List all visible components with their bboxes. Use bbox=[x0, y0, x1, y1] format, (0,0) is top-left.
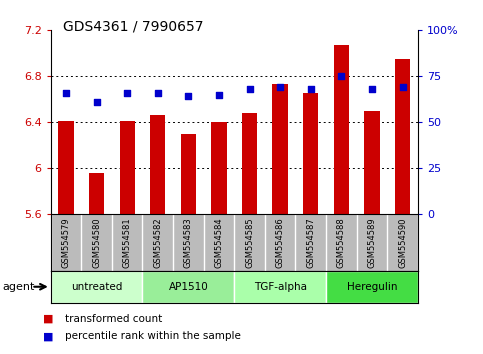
Bar bbox=[150, 115, 166, 214]
Point bbox=[338, 73, 345, 79]
Bar bbox=[334, 45, 349, 214]
Bar bbox=[58, 121, 74, 214]
Text: GSM554588: GSM554588 bbox=[337, 217, 346, 268]
Text: percentile rank within the sample: percentile rank within the sample bbox=[65, 331, 241, 341]
Text: GSM554586: GSM554586 bbox=[276, 217, 284, 268]
Text: GSM554581: GSM554581 bbox=[123, 217, 132, 268]
Point bbox=[154, 90, 162, 96]
Point bbox=[215, 92, 223, 97]
Point bbox=[123, 90, 131, 96]
Bar bbox=[364, 110, 380, 214]
Bar bbox=[120, 121, 135, 214]
Bar bbox=[242, 113, 257, 214]
Point bbox=[398, 84, 406, 90]
Text: GSM554582: GSM554582 bbox=[153, 217, 162, 268]
Text: GSM554585: GSM554585 bbox=[245, 217, 254, 268]
Bar bbox=[212, 122, 227, 214]
Text: AP1510: AP1510 bbox=[169, 282, 208, 292]
Point bbox=[307, 86, 314, 92]
Bar bbox=[89, 173, 104, 214]
Point bbox=[62, 90, 70, 96]
Text: ■: ■ bbox=[43, 314, 54, 324]
Text: GDS4361 / 7990657: GDS4361 / 7990657 bbox=[63, 19, 203, 34]
Point bbox=[93, 99, 100, 105]
Text: ■: ■ bbox=[43, 331, 54, 341]
Bar bbox=[51, 271, 142, 303]
Bar bbox=[142, 271, 234, 303]
Point bbox=[185, 93, 192, 99]
Bar bbox=[181, 133, 196, 214]
Text: agent: agent bbox=[2, 282, 35, 292]
Point bbox=[276, 84, 284, 90]
Point bbox=[246, 86, 254, 92]
Text: TGF-alpha: TGF-alpha bbox=[254, 282, 307, 292]
Text: GSM554589: GSM554589 bbox=[368, 217, 376, 268]
Text: GSM554583: GSM554583 bbox=[184, 217, 193, 268]
Point bbox=[368, 86, 376, 92]
Text: GSM554584: GSM554584 bbox=[214, 217, 224, 268]
Bar bbox=[234, 271, 326, 303]
Text: GSM554590: GSM554590 bbox=[398, 217, 407, 268]
Text: GSM554587: GSM554587 bbox=[306, 217, 315, 268]
Bar bbox=[303, 93, 318, 214]
Bar bbox=[395, 59, 410, 214]
Text: GSM554579: GSM554579 bbox=[61, 217, 71, 268]
Text: untreated: untreated bbox=[71, 282, 122, 292]
Text: GSM554580: GSM554580 bbox=[92, 217, 101, 268]
Bar bbox=[326, 271, 418, 303]
Text: Heregulin: Heregulin bbox=[347, 282, 397, 292]
Bar bbox=[272, 84, 288, 214]
Text: transformed count: transformed count bbox=[65, 314, 162, 324]
